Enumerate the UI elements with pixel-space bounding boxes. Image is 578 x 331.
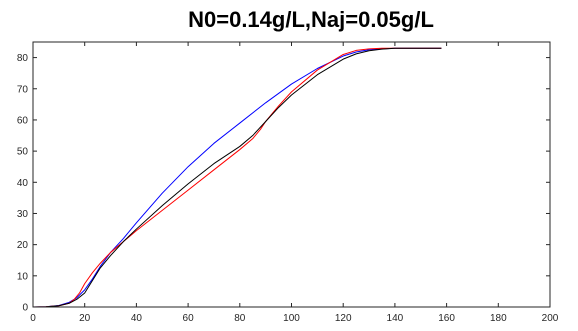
chart-title: N0=0.14g/L,Naj=0.05g/L (188, 7, 434, 32)
series-layer (32, 47, 442, 308)
y-tick-label: 70 (17, 84, 29, 95)
x-tick-label: 20 (79, 313, 91, 324)
x-tick-label: 200 (542, 313, 559, 324)
x-tick-label: 0 (30, 313, 36, 324)
y-tick-label: 40 (17, 178, 29, 189)
x-axis: 0 20 40 60 80 100 120 140 160 180 200 (30, 42, 559, 324)
y-tick-label: 0 (22, 303, 28, 314)
y-tick-label: 20 (17, 240, 29, 251)
series-line-1 (32, 47, 442, 308)
x-tick-label: 140 (387, 313, 404, 324)
y-tick-label: 60 (17, 115, 29, 126)
x-tick-label: 80 (234, 313, 246, 324)
y-tick-label: 30 (17, 209, 29, 220)
x-tick-label: 160 (438, 313, 455, 324)
x-tick-label: 40 (131, 313, 143, 324)
y-tick-label: 10 (17, 271, 29, 282)
x-tick-label: 120 (335, 313, 352, 324)
x-tick-label: 60 (183, 313, 195, 324)
y-axis: 0 10 20 30 40 50 60 70 80 (17, 53, 550, 314)
plot-area (33, 42, 550, 307)
series-line-2 (32, 47, 442, 308)
y-tick-label: 50 (17, 147, 29, 158)
x-tick-label: 180 (490, 313, 507, 324)
y-tick-label: 80 (17, 53, 29, 64)
x-tick-label: 100 (283, 313, 300, 324)
